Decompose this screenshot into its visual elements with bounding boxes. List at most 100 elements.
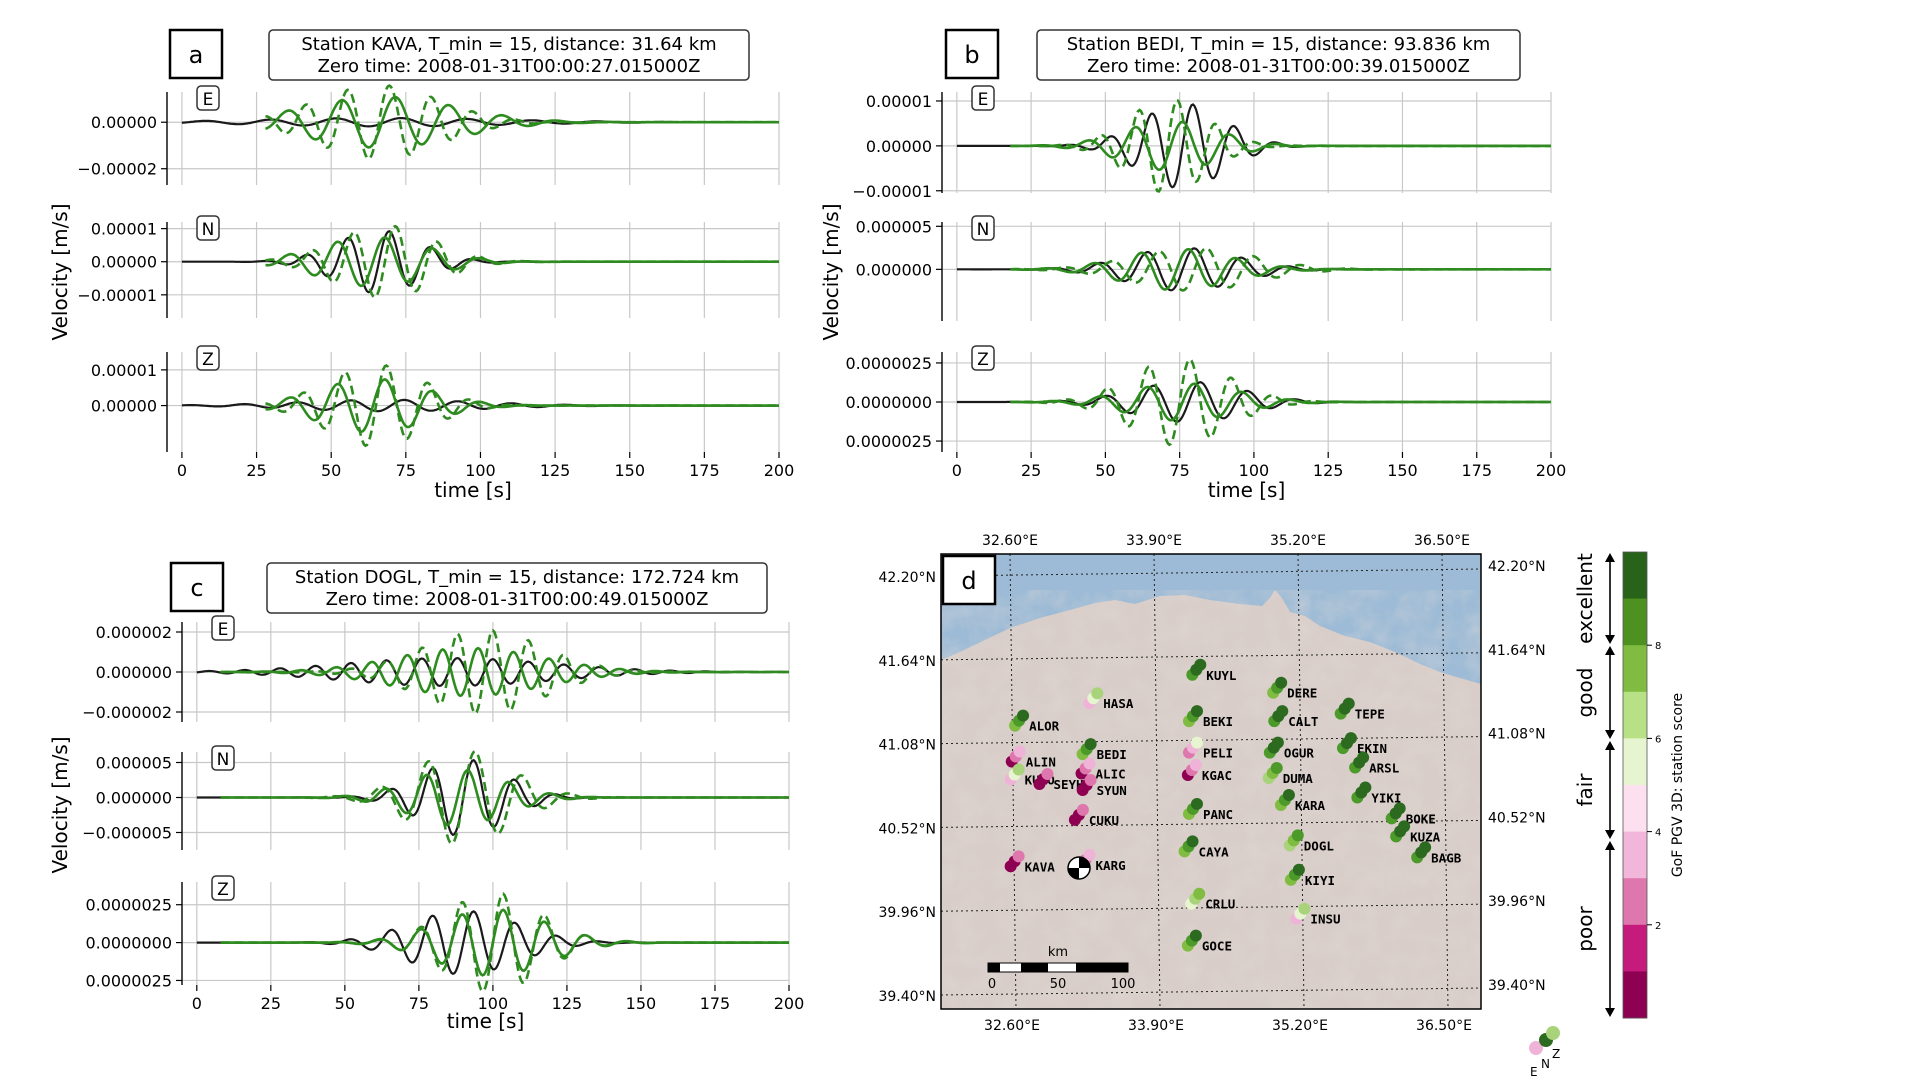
station-marker-z (1017, 709, 1030, 722)
station-KUZA[interactable]: KUZA (1390, 820, 1441, 844)
station-BAGB[interactable]: BAGB (1411, 841, 1462, 865)
station-marker-z (1041, 768, 1054, 781)
station-TEPE[interactable]: TEPE (1334, 697, 1385, 722)
station-DERE[interactable]: DERE (1267, 676, 1317, 701)
station-ALIN[interactable]: ALIN (1005, 745, 1056, 770)
x-axis-label: time [s] (434, 478, 512, 502)
x-tick-label: 100 (465, 461, 496, 480)
station-SEYH[interactable]: SEYH (1033, 768, 1084, 792)
trace-synthetic-1d (1010, 246, 1551, 292)
x-tick-label: 75 (396, 461, 416, 480)
station-CUKU[interactable]: CUKU (1068, 803, 1119, 828)
x-tick-label: 150 (1387, 461, 1418, 480)
station-BEDI[interactable]: BEDI (1076, 738, 1127, 762)
component-label-box (196, 215, 220, 241)
station-PELI[interactable]: PELI (1182, 736, 1233, 761)
x-tick-label: 25 (246, 461, 266, 480)
panel-title-line1: Station BEDI, T_min = 15, distance: 93.8… (1067, 34, 1491, 55)
station-KAVA[interactable]: KAVA (1004, 850, 1056, 874)
trace-synthetic-1d (265, 363, 779, 448)
station-ALOR[interactable]: ALOR (1009, 709, 1060, 734)
x-tick-label: 50 (321, 461, 341, 480)
station-marker-z (1012, 763, 1025, 776)
panel-title-line1: Station KAVA, T_min = 15, distance: 31.6… (301, 34, 716, 55)
station-marker-z (1189, 759, 1202, 772)
station-GOCE[interactable]: GOCE (1181, 929, 1232, 954)
panel-title-box (268, 29, 750, 81)
station-label: DUMA (1283, 771, 1314, 786)
scale-tick-label: 0 (988, 977, 996, 992)
lat-label-right: 41.64°N (1488, 643, 1546, 659)
panel-letter: c (190, 574, 203, 602)
x-tick-label: 200 (1536, 461, 1567, 480)
station-label: BOKE (1406, 811, 1436, 826)
station-CRLU[interactable]: CRLU (1185, 887, 1235, 912)
station-DOGL[interactable]: DOGL (1283, 829, 1335, 853)
station-marker-z (1393, 802, 1406, 815)
panel-title-line2: Zero time: 2008-01-31T00:00:39.015000Z (1087, 56, 1470, 77)
station-label: INSU (1310, 912, 1340, 927)
station-KIYI[interactable]: KIYI (1284, 863, 1335, 888)
station-ARSL[interactable]: ARSL (1349, 751, 1400, 776)
panel-title-box (266, 562, 768, 614)
station-YIKI[interactable]: YIKI (1351, 781, 1401, 805)
lon-label-top: 36.50°E (1414, 533, 1470, 549)
trace-synthetic-1d (265, 224, 779, 299)
component-label-box (211, 875, 235, 901)
y-tick-label: 0.0000025 (845, 354, 932, 373)
panel-letter: b (964, 41, 979, 69)
lat-label-left: 40.52°N (878, 821, 936, 837)
station-label: KAVA (1025, 859, 1056, 874)
station-BOKE[interactable]: BOKE (1385, 802, 1436, 826)
station-KARA[interactable]: KARA (1274, 788, 1326, 813)
scale-unit: km (1048, 945, 1068, 960)
colorbar-segment (1623, 785, 1647, 833)
x-tick-label: 25 (261, 994, 281, 1013)
x-tick-label: 200 (774, 994, 805, 1013)
station-marker-z (1357, 751, 1370, 764)
station-DUMA[interactable]: DUMA (1262, 762, 1314, 786)
x-tick-label: 75 (409, 994, 429, 1013)
map-frame (940, 553, 1482, 1010)
lon-label-bottom: 32.60°E (984, 1018, 1040, 1034)
component-E: 0.000002 0.000000 −0.000002 E (82, 615, 790, 722)
station-OGUR[interactable]: OGUR (1263, 736, 1315, 761)
station-marker-z (1083, 848, 1096, 861)
meridian-line (1153, 554, 1161, 1009)
parallel-line (941, 987, 1481, 996)
station-ALIC[interactable]: ALIC (1075, 757, 1126, 782)
station-label: PANC (1203, 807, 1233, 822)
station-INSU[interactable]: INSU (1290, 902, 1341, 927)
station-marker-z (1084, 738, 1097, 751)
colorbar-tick-label: 2 (1655, 921, 1661, 932)
station-label: CUKU (1089, 813, 1119, 828)
station-BEKI[interactable]: BEKI (1182, 705, 1233, 729)
component-label-box (196, 85, 220, 111)
y-tick-label: 0.00000 (91, 397, 157, 416)
station-CAYA[interactable]: CAYA (1178, 835, 1230, 859)
component-label: Z (217, 880, 229, 900)
lon-label-top: 33.90°E (1126, 533, 1182, 549)
x-axis-label: time [s] (447, 1009, 525, 1033)
station-label: ARSL (1369, 761, 1400, 776)
legend-z: Z (1552, 1047, 1560, 1061)
component-legend: ENZ (1529, 1026, 1560, 1079)
x-tick-label: 100 (1239, 461, 1270, 480)
trace-synthetic-1d (220, 628, 789, 716)
station-marker-z (1292, 863, 1305, 876)
colorbar-segment (1623, 878, 1647, 926)
station-HASA[interactable]: HASA (1083, 687, 1134, 711)
x-tick-label: 75 (1169, 461, 1189, 480)
station-SYUN[interactable]: SYUN (1076, 773, 1127, 798)
station-KGAC[interactable]: KGAC (1181, 759, 1232, 783)
station-label: ALIN (1026, 755, 1056, 770)
colorbar-segment (1623, 552, 1647, 600)
component-N: 0.00001 0.00000 −0.00001 N (77, 215, 780, 318)
y-tick-label: 0.000005 (96, 754, 172, 773)
station-PANC[interactable]: PANC (1182, 797, 1233, 822)
component-Z: 0.0000025 0.0000000 0.0000025 Z 0 25 50 75 100 12… (85, 875, 805, 1013)
station-label: CALT (1288, 714, 1318, 729)
panel-a: a Station KAVA, T_min = 15, distance: 31.… (48, 28, 794, 502)
station-KUYL[interactable]: KUYL (1186, 658, 1237, 683)
station-CALT[interactable]: CALT (1268, 705, 1318, 729)
